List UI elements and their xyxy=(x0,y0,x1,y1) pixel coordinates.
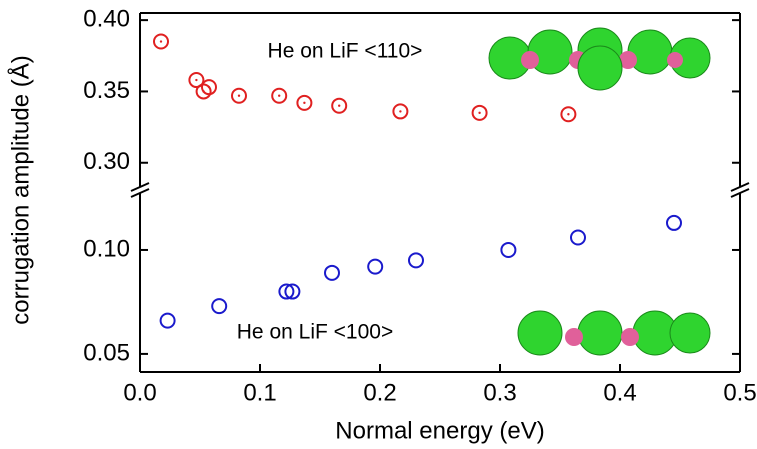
point xyxy=(408,252,424,269)
y-tick-label: 0.35 xyxy=(83,77,130,104)
x-tick-label: 0.3 xyxy=(483,379,516,406)
point xyxy=(392,103,409,120)
point-center xyxy=(202,90,205,93)
point xyxy=(284,283,301,300)
point xyxy=(159,312,176,329)
point xyxy=(471,104,488,121)
x-tick-label: 0.2 xyxy=(363,379,396,406)
y-tick-label: 0.30 xyxy=(83,148,130,175)
point-center xyxy=(278,94,281,97)
point xyxy=(500,241,517,258)
point-center xyxy=(338,104,341,107)
lif-100-model xyxy=(517,310,711,356)
point xyxy=(331,97,348,114)
point xyxy=(296,94,313,111)
x-tick-label: 0.4 xyxy=(603,379,636,406)
lif-110-model xyxy=(488,27,711,91)
point xyxy=(324,264,340,281)
x-tick-label: 0.1 xyxy=(243,379,276,406)
point xyxy=(570,229,586,246)
axis-break xyxy=(130,188,150,198)
y-axis-label: corrugation amplitude (Å) xyxy=(6,55,34,324)
point xyxy=(231,87,247,104)
axis-break-gap xyxy=(130,187,150,193)
point xyxy=(211,298,228,315)
x-tick-label: 0.5 xyxy=(723,379,756,406)
y-tick-label: 0.05 xyxy=(83,339,130,366)
point-center xyxy=(478,111,481,115)
point xyxy=(666,214,682,231)
point xyxy=(195,83,212,100)
axis-break-gap xyxy=(730,187,750,193)
axis-break xyxy=(730,188,750,198)
point-center xyxy=(567,113,570,116)
point-center xyxy=(237,94,241,97)
axis-break xyxy=(130,182,150,192)
point xyxy=(560,106,577,123)
point-center xyxy=(159,40,163,43)
point xyxy=(271,87,288,104)
x-tick-label: 0.0 xyxy=(123,379,156,406)
y-tick-label: 0.40 xyxy=(83,5,130,32)
point xyxy=(367,258,384,275)
point-center xyxy=(399,110,402,113)
point-center xyxy=(195,78,198,82)
series-label: He on LiF <100> xyxy=(237,321,393,344)
point-center xyxy=(303,101,306,105)
y-tick-label: 0.10 xyxy=(83,235,130,262)
axis-break xyxy=(730,182,750,192)
series-label: He on LiF <110> xyxy=(268,40,423,63)
x-axis-label: Normal energy (eV) xyxy=(335,417,544,444)
point xyxy=(153,33,169,50)
point xyxy=(188,72,205,89)
point xyxy=(278,283,295,300)
